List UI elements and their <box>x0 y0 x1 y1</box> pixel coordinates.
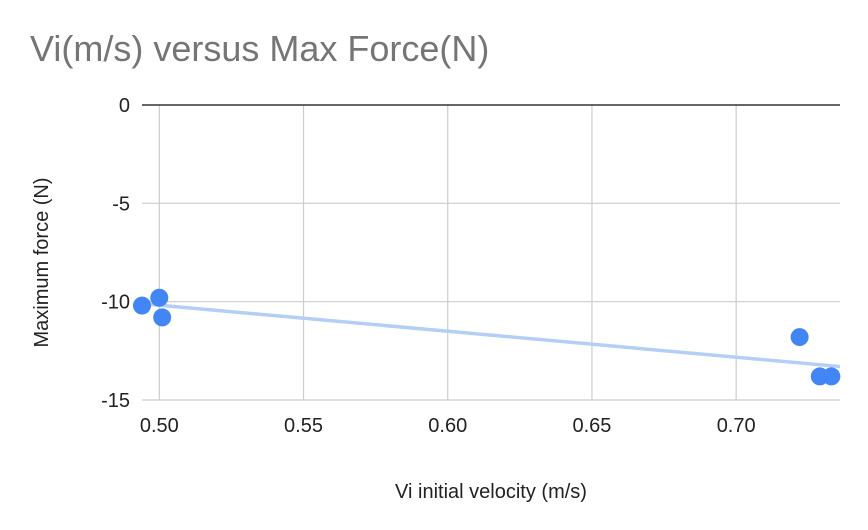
data-point <box>153 308 172 327</box>
trendline <box>141 301 841 369</box>
x-tick-label: 0.70 <box>717 415 756 437</box>
tick-labels: 0.50 0.55 0.60 0.65 0.70 0 -5 -10 -15 <box>101 95 756 437</box>
y-axis-title: Maximum force (N) <box>31 177 53 347</box>
trendline-layer <box>141 301 841 369</box>
data-point <box>790 328 809 347</box>
x-tick-label: 0.60 <box>428 415 467 437</box>
data-point <box>150 288 169 307</box>
data-point <box>822 367 841 386</box>
x-axis-title: Vi initial velocity (m/s) <box>395 481 587 503</box>
x-tick-label: 0.50 <box>140 415 179 437</box>
y-tick-label: -15 <box>101 390 130 412</box>
data-points-layer <box>133 288 841 386</box>
y-tick-label: -5 <box>112 193 130 215</box>
y-tick-label: -10 <box>101 292 130 314</box>
x-tick-label: 0.55 <box>284 415 323 437</box>
chart-title: Vi(m/s) versus Max Force(N) <box>30 28 490 69</box>
grid-lines <box>142 104 840 401</box>
y-tick-label: 0 <box>119 95 130 117</box>
x-tick-label: 0.65 <box>572 415 611 437</box>
data-point <box>133 296 151 315</box>
